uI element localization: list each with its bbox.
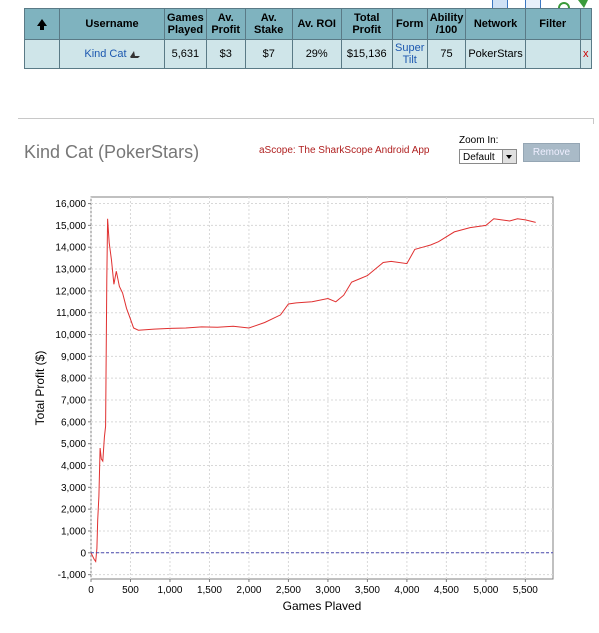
ascope-promo-link[interactable]: aScope: The SharkScope Android App [259, 145, 430, 156]
header-ability[interactable]: Ability /100 [426, 8, 467, 40]
zoom-label: Zoom In: [459, 135, 499, 146]
sort-up-arrow-icon[interactable] [37, 19, 47, 30]
x-tick-label: 500 [122, 585, 139, 596]
y-tick-label: 2,000 [61, 505, 86, 516]
x-tick-label: 1,500 [197, 585, 222, 596]
header-form[interactable]: Form [391, 8, 428, 40]
y-tick-label: 1,000 [61, 526, 86, 537]
y-tick-label: 15,000 [55, 221, 86, 232]
x-tick-label: 4,500 [434, 585, 459, 596]
x-tick-label: 3,000 [315, 585, 340, 596]
x-tick-label: 5,500 [513, 585, 538, 596]
header-filter[interactable]: Filter [524, 8, 581, 40]
x-tick-label: 0 [88, 585, 94, 596]
refresh-icon[interactable] [557, 0, 571, 8]
header-av-profit[interactable]: Av. Profit [205, 8, 246, 40]
cell-username[interactable]: Kind Cat [59, 39, 165, 69]
cell-network: PokerStars [465, 39, 526, 69]
header-av-stake[interactable]: Av. Stake [244, 8, 293, 40]
page-title: Kind Cat (PokerStars) [24, 142, 200, 162]
y-tick-label: 16,000 [55, 199, 86, 210]
x-tick-label: 5,000 [473, 585, 498, 596]
cell-form[interactable]: Super Tilt [391, 39, 428, 69]
row-cell-blank [24, 39, 60, 69]
username-link[interactable]: Kind Cat [84, 48, 127, 60]
player-results-table: Username Games Played Av. Profit Av. Sta… [24, 8, 592, 69]
divider-end [593, 118, 594, 124]
cell-filter [524, 39, 581, 69]
y-tick-label: 10,000 [55, 330, 86, 341]
x-tick-label: 2,500 [276, 585, 301, 596]
chart-axes: 0 500 1,000 1,500 2,000 2,500 3,000 3,500 4,000 4… [55, 199, 538, 596]
x-tick-label: 2,000 [236, 585, 261, 596]
divider [18, 118, 594, 119]
header-blank [579, 8, 592, 40]
x-tick-label: 1,000 [157, 585, 182, 596]
y-tick-label: 13,000 [55, 265, 86, 276]
y-tick-label: 3,000 [61, 483, 86, 494]
x-axis-label: Games Played [283, 599, 362, 610]
chevron-down-icon[interactable] [502, 150, 516, 163]
y-tick-label: 12,000 [55, 286, 86, 297]
form-link[interactable]: Super Tilt [395, 42, 425, 66]
table-row: Kind Cat 5,631 $3 $7 29% $15,136 Super T… [24, 39, 592, 69]
y-tick-label: 8,000 [61, 374, 86, 385]
y-tick-label: 5,000 [61, 439, 86, 450]
y-tick-label: 14,000 [55, 243, 86, 254]
y-tick-label: 4,000 [61, 461, 86, 472]
y-tick-label: 9,000 [61, 352, 86, 363]
cell-remove[interactable]: x [579, 39, 592, 69]
y-tick-label: 11,000 [56, 308, 86, 319]
zoom-select[interactable]: Default [459, 149, 517, 164]
cell-av-stake: $7 [244, 39, 293, 69]
cell-av-roi: 29% [291, 39, 342, 69]
remove-button[interactable]: Remove [523, 143, 580, 162]
header-username[interactable]: Username [59, 8, 165, 40]
header-av-roi[interactable]: Av. ROI [291, 8, 342, 40]
sort-column-header[interactable] [24, 8, 60, 40]
plot-area [90, 196, 554, 580]
x-tick-label: 4,000 [394, 585, 419, 596]
zoom-selected-value: Default [463, 152, 495, 163]
y-tick-label: 0 [80, 548, 86, 559]
header-total-profit[interactable]: Total Profit [340, 8, 393, 40]
remove-row-icon[interactable]: x [583, 48, 589, 60]
chart-grid [90, 196, 554, 580]
cell-total-profit: $15,136 [340, 39, 393, 69]
profit-chart: 0 500 1,000 1,500 2,000 2,500 3,000 3,500 4,000 4… [33, 196, 554, 610]
y-tick-label: 7,000 [61, 396, 86, 407]
shark-icon [129, 50, 140, 58]
x-tick-label: 3,500 [355, 585, 380, 596]
header-games-played[interactable]: Games Played [164, 8, 207, 40]
table-header-row: Username Games Played Av. Profit Av. Sta… [24, 8, 592, 40]
y-tick-label: 6,000 [61, 417, 86, 428]
cell-games-played: 5,631 [164, 39, 207, 69]
chart-lines [90, 218, 553, 563]
y-axis-label: Total Profit ($) [33, 351, 47, 426]
profit-series-line [90, 218, 536, 563]
y-tick-label: -1,000 [58, 570, 87, 581]
settings-icon[interactable] [578, 0, 592, 8]
cell-ability: 75 [426, 39, 467, 69]
header-network[interactable]: Network [465, 8, 526, 40]
cell-av-profit: $3 [205, 39, 246, 69]
